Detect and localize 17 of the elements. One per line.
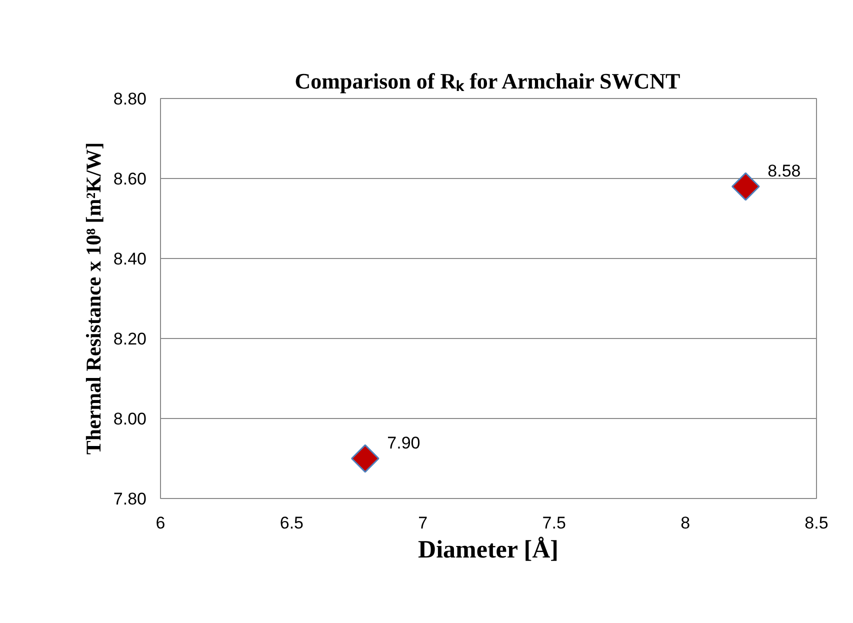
x-axis-title: Diameter [Å] xyxy=(418,536,559,564)
data-label: 8.58 xyxy=(768,162,801,180)
y-tick-label: 8.20 xyxy=(113,330,147,348)
y-axis-title: Thermal Resistance x 10⁸ [m²K/W] xyxy=(81,142,106,455)
y-tick-label: 7.80 xyxy=(113,490,147,508)
x-tick-label: 7 xyxy=(418,514,428,532)
x-tick-label: 8 xyxy=(680,514,690,532)
y-tick-label: 8.60 xyxy=(113,170,147,188)
data-label: 7.90 xyxy=(387,434,420,452)
x-tick-label: 6.5 xyxy=(280,514,304,532)
y-tick-label: 8.40 xyxy=(113,250,147,268)
x-tick-label: 8.5 xyxy=(804,514,828,532)
x-tick-label: 7.5 xyxy=(542,514,566,532)
x-tick-label: 6 xyxy=(156,514,166,532)
chart-title: Comparison of Rₖ for Armchair SWCNT xyxy=(294,68,681,94)
y-tick-label: 8.00 xyxy=(113,410,147,428)
y-tick-label: 8.80 xyxy=(113,90,147,108)
